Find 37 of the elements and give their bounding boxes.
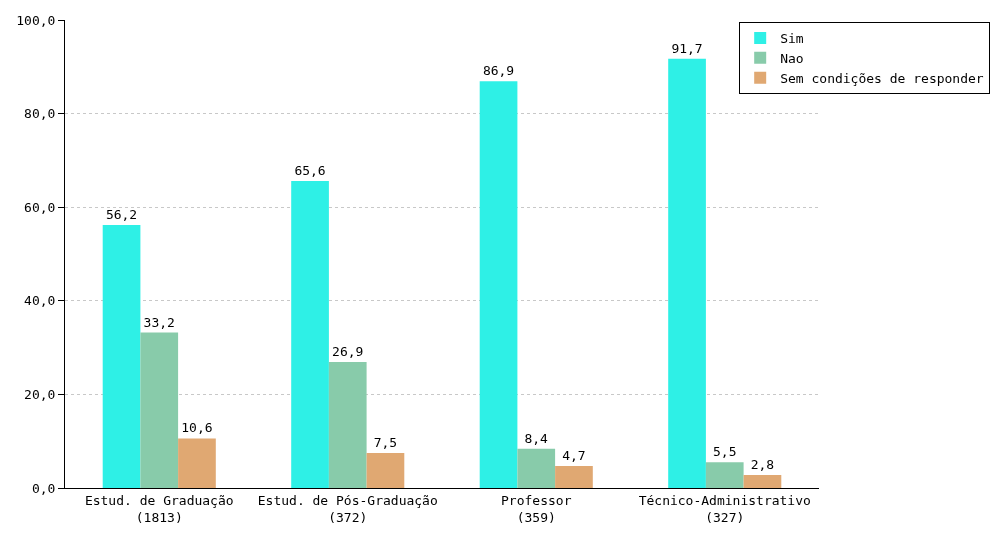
bar [366, 452, 405, 488]
data-label: 8,4 [524, 430, 549, 446]
x-tick-label: Estud. de Graduação (1813) [84, 492, 234, 525]
y-tick-label: 0,0 [31, 480, 56, 496]
x-tick-label: Professor (359) [501, 492, 572, 525]
data-label: 5,5 [713, 444, 737, 460]
bar [743, 474, 782, 488]
data-label: 33,2 [143, 314, 175, 330]
data-label: 91,7 [671, 40, 703, 56]
data-label: 56,2 [105, 206, 138, 222]
bar [291, 180, 329, 488]
y-tick-label: 60,0 [24, 199, 56, 215]
x-tick-label: Técnico-Administrativo (327) [638, 492, 811, 525]
data-label: 65,6 [294, 162, 326, 178]
bar [479, 81, 518, 488]
bar [668, 58, 706, 488]
y-tick-label: 40,0 [24, 293, 56, 309]
bar [328, 362, 367, 488]
data-label: 10,6 [181, 420, 213, 436]
y-tick-label: 100,0 [16, 12, 56, 28]
data-label: 86,9 [482, 63, 515, 79]
data-label: 4,7 [562, 448, 586, 463]
bar [178, 438, 216, 488]
legend-label: Sem condições de responder [780, 70, 984, 86]
data-label: 26,9 [332, 344, 364, 360]
legend-label: Sim [780, 31, 804, 47]
bar [555, 466, 593, 488]
bar [517, 448, 556, 488]
bar [705, 462, 744, 488]
data-label: 7,5 [373, 434, 398, 450]
bar [102, 224, 141, 488]
y-tick-label: 80,0 [24, 106, 56, 122]
x-tick-label: Estud. de Pós-Graduação (372) [257, 492, 438, 525]
y-tick-label: 20,0 [24, 386, 56, 402]
bar [140, 332, 179, 488]
legend-label: Nao [780, 50, 804, 66]
data-label: 2,8 [750, 456, 775, 472]
